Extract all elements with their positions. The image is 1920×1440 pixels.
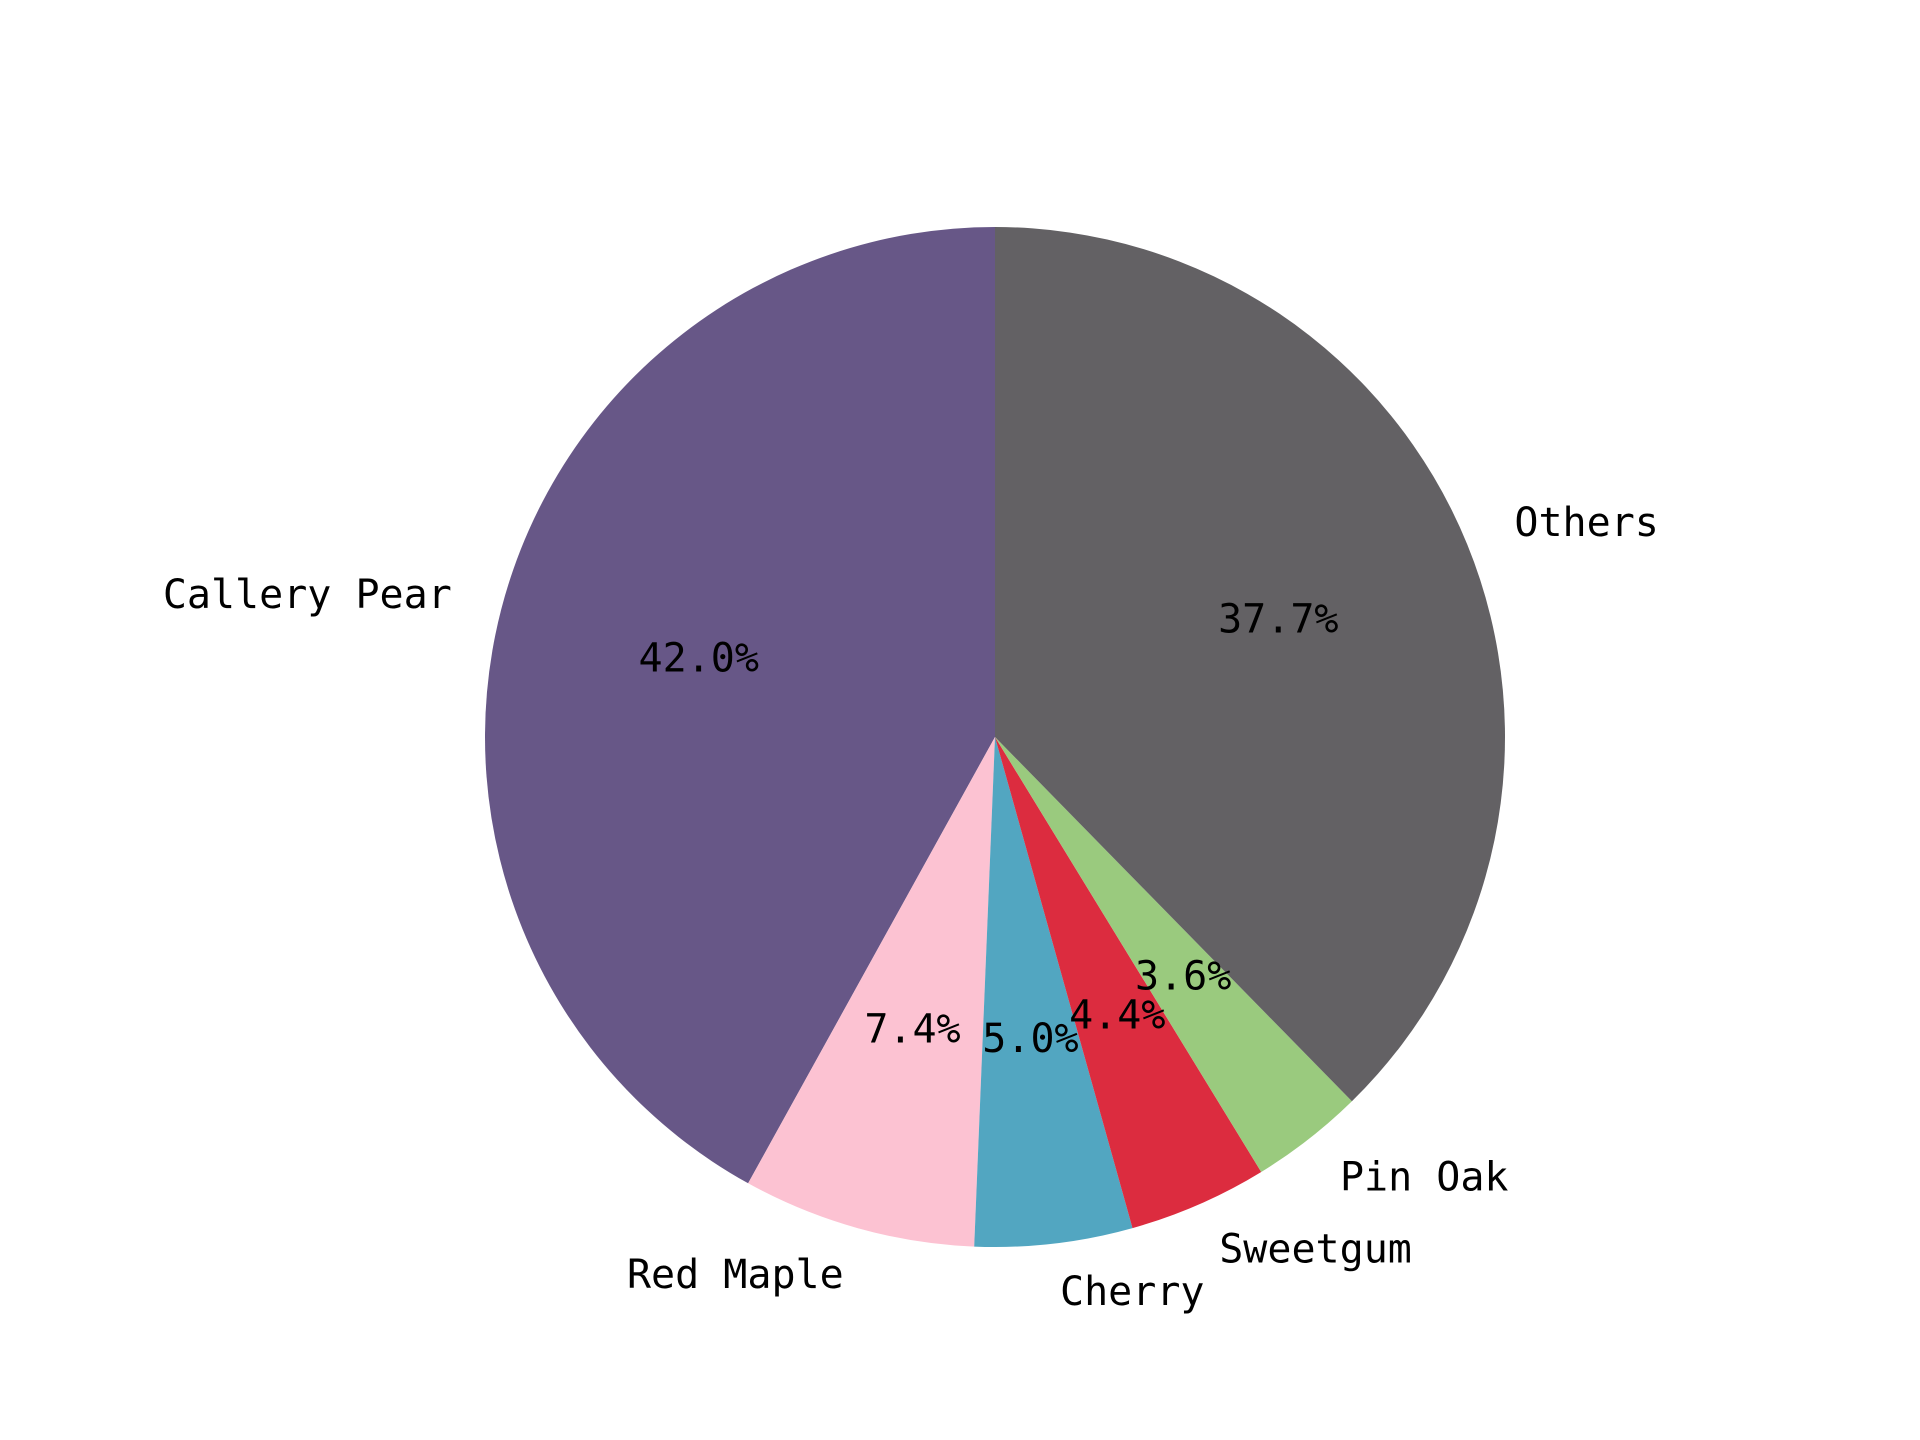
pie-slice-others [995, 227, 1506, 1102]
pie-slice-pin-oak [995, 737, 1352, 1172]
pct-label-pin-oak: 3.6% [1135, 953, 1231, 999]
pct-label-red-maple: 7.4% [864, 1007, 960, 1053]
pie-labels: Callery Pear 42.0% Red Maple 7.4% Cherry 5.0%… [163, 500, 1659, 1315]
pie-slice-callery-pear [484, 227, 995, 1184]
pie-slice-cherry [974, 737, 1133, 1247]
pct-label-cherry: 5.0% [982, 1016, 1078, 1062]
slice-label-callery-pear: Callery Pear [163, 572, 452, 618]
slice-label-pin-oak: Pin Oak [1340, 1154, 1509, 1200]
pie-slices [484, 227, 1506, 1247]
slice-label-cherry: Cherry [1060, 1269, 1205, 1315]
pie-slice-red-maple [748, 737, 995, 1247]
pct-label-callery-pear: 42.0% [639, 636, 759, 682]
slice-label-sweetgum: Sweetgum [1219, 1226, 1412, 1272]
pct-label-others: 37.7% [1218, 596, 1338, 642]
slice-label-others: Others [1514, 500, 1659, 546]
pie-slice-sweetgum [995, 737, 1262, 1229]
slice-label-red-maple: Red Maple [627, 1252, 844, 1298]
pct-label-sweetgum: 4.4% [1069, 993, 1165, 1039]
